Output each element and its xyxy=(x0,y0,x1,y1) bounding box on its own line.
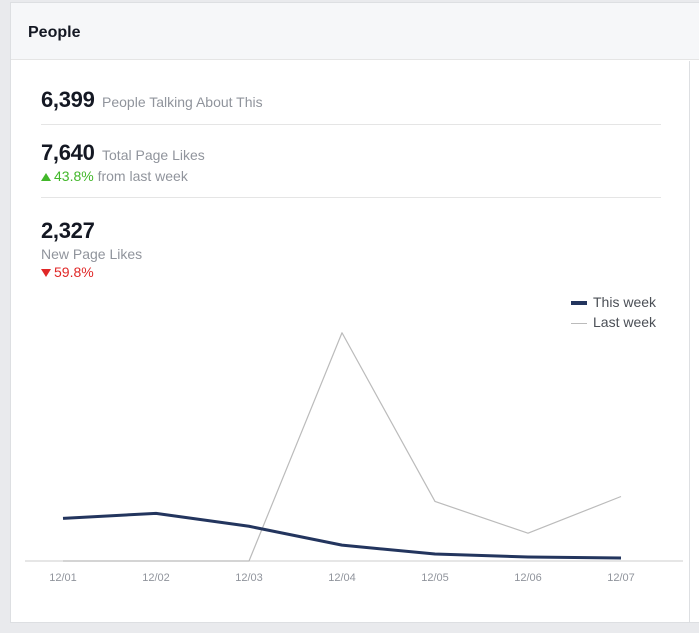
people-panel: People 6,399 People Talking About This 7… xyxy=(10,2,699,623)
x-tick-label: 12/01 xyxy=(49,572,77,584)
metric-new-page-likes: 2,327 New Page Likes 59.8% xyxy=(41,218,142,280)
line-chart: 12/01 12/02 12/03 12/04 12/05 12/06 12/07 xyxy=(25,332,683,584)
change-percent: 59.8% xyxy=(54,264,94,280)
legend-swatch xyxy=(571,322,587,324)
series-line-this-week xyxy=(62,511,622,560)
metric-label: People Talking About This xyxy=(102,94,263,110)
scrollbar-track[interactable] xyxy=(689,61,699,622)
metric-label: Total Page Likes xyxy=(102,147,205,163)
legend-label: Last week xyxy=(593,314,657,330)
metric-total-page-likes: 7,640 Total Page Likes 43.8% from last w… xyxy=(41,140,205,184)
panel-title: People xyxy=(28,24,81,41)
change-percent: 43.8% xyxy=(54,168,94,184)
divider xyxy=(41,197,661,198)
legend-last-week: Last week xyxy=(571,314,656,330)
x-tick-label: 12/07 xyxy=(607,572,635,584)
metric-value: 2,327 xyxy=(41,218,95,243)
arrow-up-icon xyxy=(41,173,51,181)
legend-this-week: This week xyxy=(571,294,656,310)
metric-talking-about: 6,399 People Talking About This xyxy=(41,87,263,113)
legend-label: This week xyxy=(593,294,657,310)
x-tick-label: 12/05 xyxy=(421,572,449,584)
change-indicator: 59.8% xyxy=(41,264,142,280)
x-tick-label: 12/03 xyxy=(235,572,263,584)
change-text: from last week xyxy=(97,168,188,184)
legend-swatch xyxy=(571,301,587,306)
metric-value: 7,640 xyxy=(41,140,95,165)
divider xyxy=(41,124,661,125)
metric-label: New Page Likes xyxy=(41,246,143,262)
metric-value: 6,399 xyxy=(41,87,95,112)
x-tick-label: 12/02 xyxy=(142,572,170,584)
arrow-down-icon xyxy=(41,269,51,277)
panel-header: People xyxy=(11,3,699,60)
change-indicator: 43.8% from last week xyxy=(41,168,205,184)
x-tick-label: 12/06 xyxy=(514,572,542,584)
series-line-last-week xyxy=(63,332,622,562)
x-tick-label: 12/04 xyxy=(328,572,356,584)
